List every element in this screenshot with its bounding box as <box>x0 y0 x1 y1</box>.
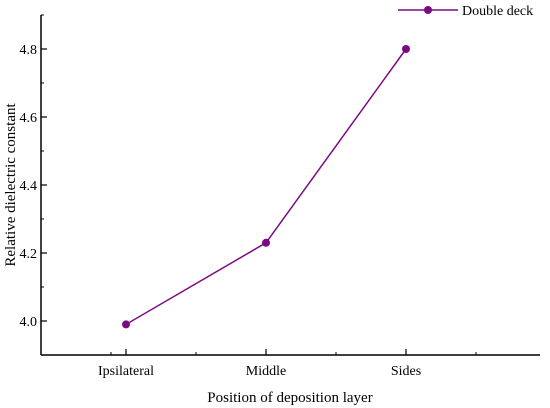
y-tick-label: 4.0 <box>20 315 38 330</box>
legend: Double deck <box>398 4 533 19</box>
y-tick-label: 4.8 <box>20 43 38 58</box>
legend-label: Double deck <box>462 4 533 19</box>
y-tick-label: 4.2 <box>20 247 38 262</box>
series-line <box>125 48 407 326</box>
y-axis-title: Relative dielectric constant <box>3 103 19 267</box>
y-tick-label: 4.4 <box>20 179 38 194</box>
x-tick-label: Sides <box>391 364 421 379</box>
data-point <box>122 320 130 329</box>
legend-marker <box>424 6 432 14</box>
x-tick-label: Ipsilateral <box>98 364 154 379</box>
x-axis-title: Position of deposition layer <box>207 390 372 406</box>
x-axis-ticks: Ipsilateral Middle Sides <box>98 349 477 379</box>
x-tick-label: Middle <box>246 364 286 379</box>
data-point <box>262 238 270 247</box>
plot-frame <box>40 15 540 356</box>
y-axis-ticks: 4.0 4.2 4.4 4.6 4.8 <box>20 14 47 356</box>
series-layer <box>122 45 410 329</box>
y-tick-label: 4.6 <box>20 111 38 126</box>
data-point <box>402 45 410 53</box>
